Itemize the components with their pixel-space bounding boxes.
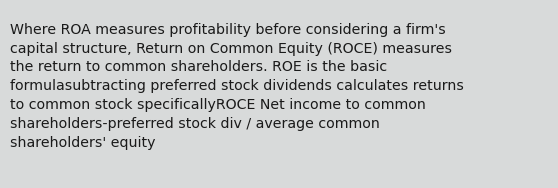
- Text: Where ROA measures profitability before considering a firm's
capital structure, : Where ROA measures profitability before …: [10, 23, 464, 150]
